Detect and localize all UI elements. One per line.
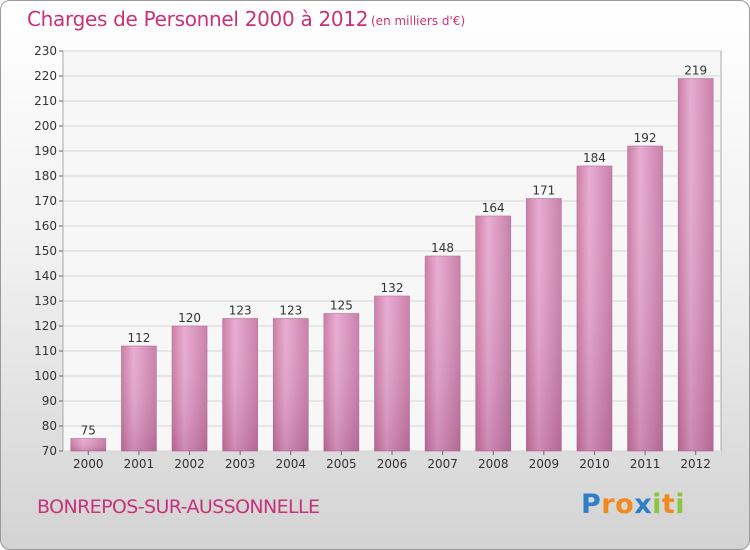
bar-shade-2000 [70,438,106,451]
y-tick-label: 100 [34,369,57,383]
x-tick-label-2003: 2003 [225,457,256,471]
bar-shade-2007 [425,256,461,451]
commune-name: BONREPOS-SUR-AUSSONNELLE [37,496,320,518]
y-tick-label: 80 [42,419,57,433]
proxiti-logo[interactable]: Proxiti [581,489,685,520]
logo-letter: i [675,489,686,520]
bar-shade-2009 [526,198,562,451]
value-label-2012: 219 [684,64,707,78]
bars: 75 112 120 123 123 125 132 148 164 171 184 192 219 [70,64,714,452]
y-tick-label: 140 [34,269,57,283]
value-label-2005: 125 [330,299,353,313]
x-tick-label-2008: 2008 [478,457,509,471]
y-axis-ticks: 70 80 90 100 110 120 130 140 150 160 170 180 190 200 2… [34,44,63,458]
bar-shade-2004 [273,318,309,451]
logo-letter: x [634,489,653,520]
y-tick-label: 150 [34,244,57,258]
y-tick-label: 200 [34,119,57,133]
x-tick-label-2012: 2012 [680,457,711,471]
x-tick-label-2011: 2011 [630,457,661,471]
x-tick-label-2009: 2009 [529,457,560,471]
value-label-2001: 112 [127,331,150,345]
x-tick-label-2007: 2007 [427,457,458,471]
y-tick-label: 130 [34,294,57,308]
bar-shade-2002 [172,326,208,451]
value-label-2009: 171 [532,184,555,198]
bar-shade-2012 [678,78,714,451]
bar-shade-2010 [576,166,612,451]
y-tick-label: 70 [42,444,57,458]
x-tick-label-2000: 2000 [73,457,104,471]
bar-shade-2003 [222,318,258,451]
x-tick-label-2010: 2010 [579,457,610,471]
x-tick-label-2004: 2004 [275,457,306,471]
value-label-2003: 123 [229,304,252,318]
logo-letter: r [601,489,616,520]
x-tick-label-2002: 2002 [174,457,205,471]
y-tick-label: 120 [34,319,57,333]
y-tick-label: 110 [34,344,57,358]
chart-title: Charges de Personnel 2000 à 2012 [27,7,369,31]
y-tick-label: 230 [34,44,57,58]
bar-shade-2011 [627,146,663,451]
x-tick-label-2006: 2006 [377,457,408,471]
value-label-2008: 164 [482,201,505,215]
bar-shade-2005 [323,313,359,451]
logo-letter: o [615,489,635,520]
y-tick-label: 180 [34,169,57,183]
y-tick-label: 190 [34,144,57,158]
logo-letter: i [652,489,662,520]
x-tick-label-2005: 2005 [326,457,357,471]
value-label-2010: 184 [583,151,606,165]
bar-shade-2008 [475,216,511,451]
logo-letter: t [661,489,676,520]
bar-shade-2001 [121,346,157,451]
value-label-2000: 75 [81,424,96,438]
value-label-2007: 148 [431,241,454,255]
bar-shade-2006 [374,296,410,451]
x-axis-ticks: 2000 2001 2002 2003 2004 2005 2006 2007 2008 2009… [73,451,711,471]
y-tick-label: 210 [34,94,57,108]
logo-letter: P [581,489,602,520]
value-label-2006: 132 [381,281,404,295]
value-label-2002: 120 [178,311,201,325]
x-tick-label-2001: 2001 [124,457,155,471]
y-tick-label: 220 [34,69,57,83]
chart-subtitle: (en milliers d'€) [371,14,466,28]
y-tick-label: 160 [34,219,57,233]
y-tick-label: 170 [34,194,57,208]
value-label-2004: 123 [279,304,302,318]
y-tick-label: 90 [42,394,57,408]
value-label-2011: 192 [634,131,657,145]
